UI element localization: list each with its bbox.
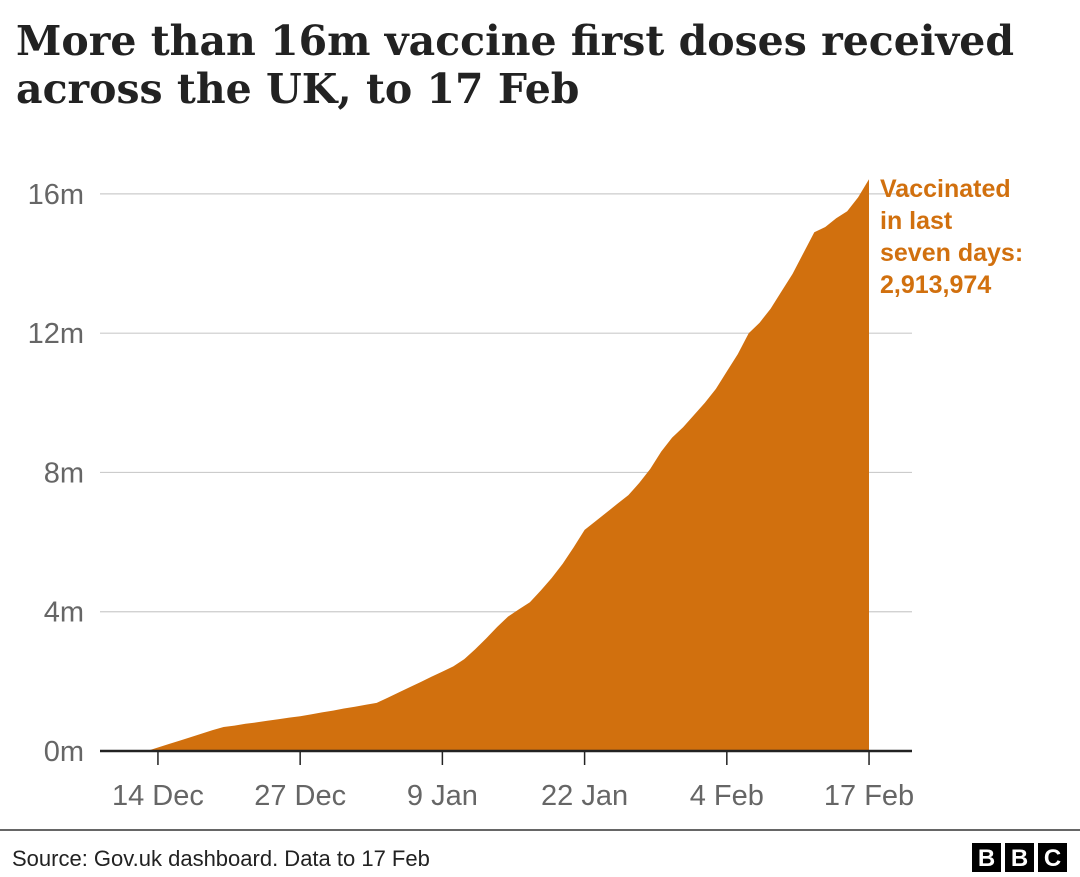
y-tick-label: 0m	[44, 736, 84, 768]
x-tick-label: 17 Feb	[824, 780, 914, 812]
x-tick-label: 9 Jan	[407, 780, 478, 812]
x-tick-label: 14 Dec	[112, 780, 204, 812]
annotation: 2,913,974	[880, 271, 991, 299]
logo-box	[972, 843, 1001, 872]
annotation: Vaccinated	[880, 175, 1011, 203]
y-tick-label: 4m	[44, 597, 84, 629]
annotation: in last	[880, 207, 953, 235]
chart-title: More than 16m vaccine first doses receiv…	[16, 17, 1014, 65]
chart-title: across the UK, to 17 Feb	[16, 65, 579, 113]
logo-box	[1005, 843, 1034, 872]
x-tick-label: 4 Feb	[690, 780, 764, 812]
logo-letter: B	[978, 845, 995, 872]
logo-letter: B	[1011, 845, 1028, 872]
x-tick-label: 27 Dec	[254, 780, 346, 812]
y-tick-label: 12m	[28, 318, 84, 350]
y-tick-label: 8m	[44, 457, 84, 489]
source: Source: Gov.uk dashboard. Data to 17 Feb	[12, 846, 430, 871]
x-tick-label: 22 Jan	[541, 780, 628, 812]
logo-letter: C	[1044, 845, 1061, 872]
annotation: seven days:	[880, 239, 1023, 267]
area	[147, 179, 869, 752]
logo-box	[1038, 843, 1067, 872]
y-tick-label: 16m	[28, 179, 84, 211]
